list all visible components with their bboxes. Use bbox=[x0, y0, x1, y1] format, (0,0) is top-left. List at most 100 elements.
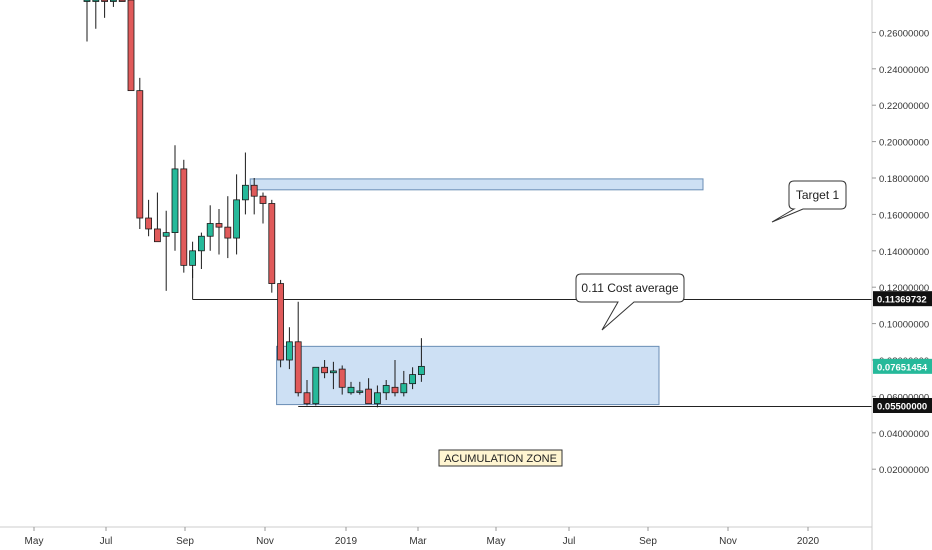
price-label: 0.05500000 bbox=[873, 398, 932, 413]
candle-body-up bbox=[400, 383, 408, 394]
price-label-text: 0.11369732 bbox=[877, 295, 927, 306]
callout-cost-average-bubble bbox=[575, 273, 685, 331]
callout-target-1-bubble bbox=[771, 180, 847, 223]
candle bbox=[118, 0, 126, 2]
candle-body-up bbox=[171, 168, 179, 233]
callout-cost-average-text: 0.11 Cost average bbox=[581, 281, 678, 295]
y-tick-label: 0.06000000 bbox=[879, 392, 929, 403]
accumulation-zone-label-text: ACUMULATION ZONE bbox=[444, 453, 557, 465]
candles-layer bbox=[83, 0, 425, 408]
candle bbox=[171, 145, 179, 251]
candle-body-down bbox=[127, 0, 135, 92]
candle-body-down bbox=[321, 366, 329, 374]
candle-body-up bbox=[285, 341, 293, 361]
accumulation-zone-label[interactable]: ACUMULATION ZONE bbox=[438, 449, 563, 467]
x-tick-label: 2020 bbox=[797, 536, 820, 547]
candle-body-up bbox=[83, 0, 91, 2]
y-tick-label: 0.02000000 bbox=[879, 465, 929, 476]
candle-body-down bbox=[136, 90, 144, 219]
candle bbox=[233, 174, 241, 255]
callout-cost-average[interactable]: 0.11 Cost average bbox=[575, 273, 685, 331]
price-labels-layer: 0.11369732 0.07651454 0.05500000 bbox=[873, 291, 932, 413]
y-tick-label: 0.26000000 bbox=[879, 28, 929, 39]
candle-body-down bbox=[365, 388, 373, 405]
y-tick-label: 0.18000000 bbox=[879, 174, 929, 185]
candle bbox=[162, 210, 170, 291]
candle-body-down bbox=[153, 228, 161, 243]
price-label-badge bbox=[873, 291, 932, 307]
x-tick-label: Mar bbox=[409, 536, 427, 547]
candle-body-down bbox=[224, 226, 232, 239]
candle bbox=[294, 301, 302, 397]
price-label-badge bbox=[873, 358, 932, 374]
x-tick-label: Sep bbox=[639, 536, 657, 547]
candle bbox=[101, 0, 108, 18]
candle-body-up bbox=[189, 250, 197, 266]
candle bbox=[250, 178, 258, 215]
candle-body-up bbox=[92, 0, 100, 2]
candle bbox=[356, 381, 364, 395]
x-tick-label: Jul bbox=[100, 536, 113, 547]
candle bbox=[224, 196, 232, 259]
candle-body-down bbox=[268, 203, 276, 284]
candle-body-up bbox=[312, 366, 320, 405]
candle-body-up bbox=[409, 374, 417, 385]
y-tick-label: 0.10000000 bbox=[879, 320, 929, 331]
x-tick-label: 2019 bbox=[335, 536, 358, 547]
price-label: 0.11369732 bbox=[873, 291, 932, 307]
candle bbox=[303, 380, 311, 406]
target-zone[interactable] bbox=[249, 178, 704, 191]
y-tick-label: 0.28000000 bbox=[879, 0, 929, 3]
candle bbox=[365, 378, 373, 405]
candle-body-down bbox=[259, 195, 267, 204]
y-tick-label: 0.20000000 bbox=[879, 138, 929, 149]
candle-body-down bbox=[145, 217, 153, 230]
candle bbox=[347, 381, 355, 395]
candle-body-down bbox=[250, 184, 258, 197]
x-tick-label: Nov bbox=[719, 536, 737, 547]
candle bbox=[400, 370, 408, 397]
x-tick-label: Nov bbox=[256, 536, 274, 547]
candle bbox=[373, 385, 381, 408]
candle bbox=[110, 0, 117, 7]
candle bbox=[259, 192, 267, 224]
candle-body-down bbox=[294, 341, 302, 394]
accumulation-zone[interactable] bbox=[276, 345, 660, 406]
candle bbox=[409, 367, 417, 390]
candle bbox=[312, 366, 320, 406]
candle-body-down bbox=[277, 283, 285, 361]
candle-body-down bbox=[303, 392, 311, 405]
x-tick-label: Sep bbox=[176, 536, 194, 547]
candle bbox=[206, 205, 214, 251]
callout-target-1[interactable]: Target 1 bbox=[771, 180, 847, 223]
candle bbox=[145, 199, 153, 237]
candle bbox=[197, 232, 205, 269]
x-tick-label: May bbox=[487, 536, 506, 547]
candle-body-up bbox=[347, 386, 355, 394]
candle-body-down bbox=[338, 368, 346, 388]
candle-body-up bbox=[356, 390, 364, 393]
candle-body-up bbox=[417, 365, 425, 375]
candle bbox=[382, 380, 390, 401]
candle bbox=[215, 208, 223, 255]
y-tick-label: 0.22000000 bbox=[879, 101, 929, 112]
candle bbox=[338, 365, 346, 395]
candle bbox=[241, 152, 249, 215]
candle-body-down bbox=[180, 168, 188, 266]
candle-body-up bbox=[206, 223, 214, 237]
candle bbox=[189, 241, 197, 279]
x-tick-label: Jul bbox=[563, 536, 576, 547]
candle-body-up bbox=[110, 0, 117, 2]
candle bbox=[153, 192, 161, 243]
candle bbox=[127, 0, 135, 92]
y-tick-label: 0.12000000 bbox=[879, 283, 929, 294]
candle-body-down bbox=[215, 223, 223, 228]
candle bbox=[180, 159, 188, 273]
candle-body-up bbox=[197, 235, 205, 252]
time-axis[interactable]: May Jul Sep Nov 2019 Mar May Jul Sep Nov 2020 bbox=[25, 527, 820, 547]
x-tick-label: May bbox=[25, 536, 44, 547]
candle-body-up bbox=[382, 385, 390, 394]
price-label-text: 0.07651454 bbox=[877, 362, 928, 373]
candle-body-down bbox=[391, 386, 399, 394]
candle bbox=[268, 199, 276, 293]
